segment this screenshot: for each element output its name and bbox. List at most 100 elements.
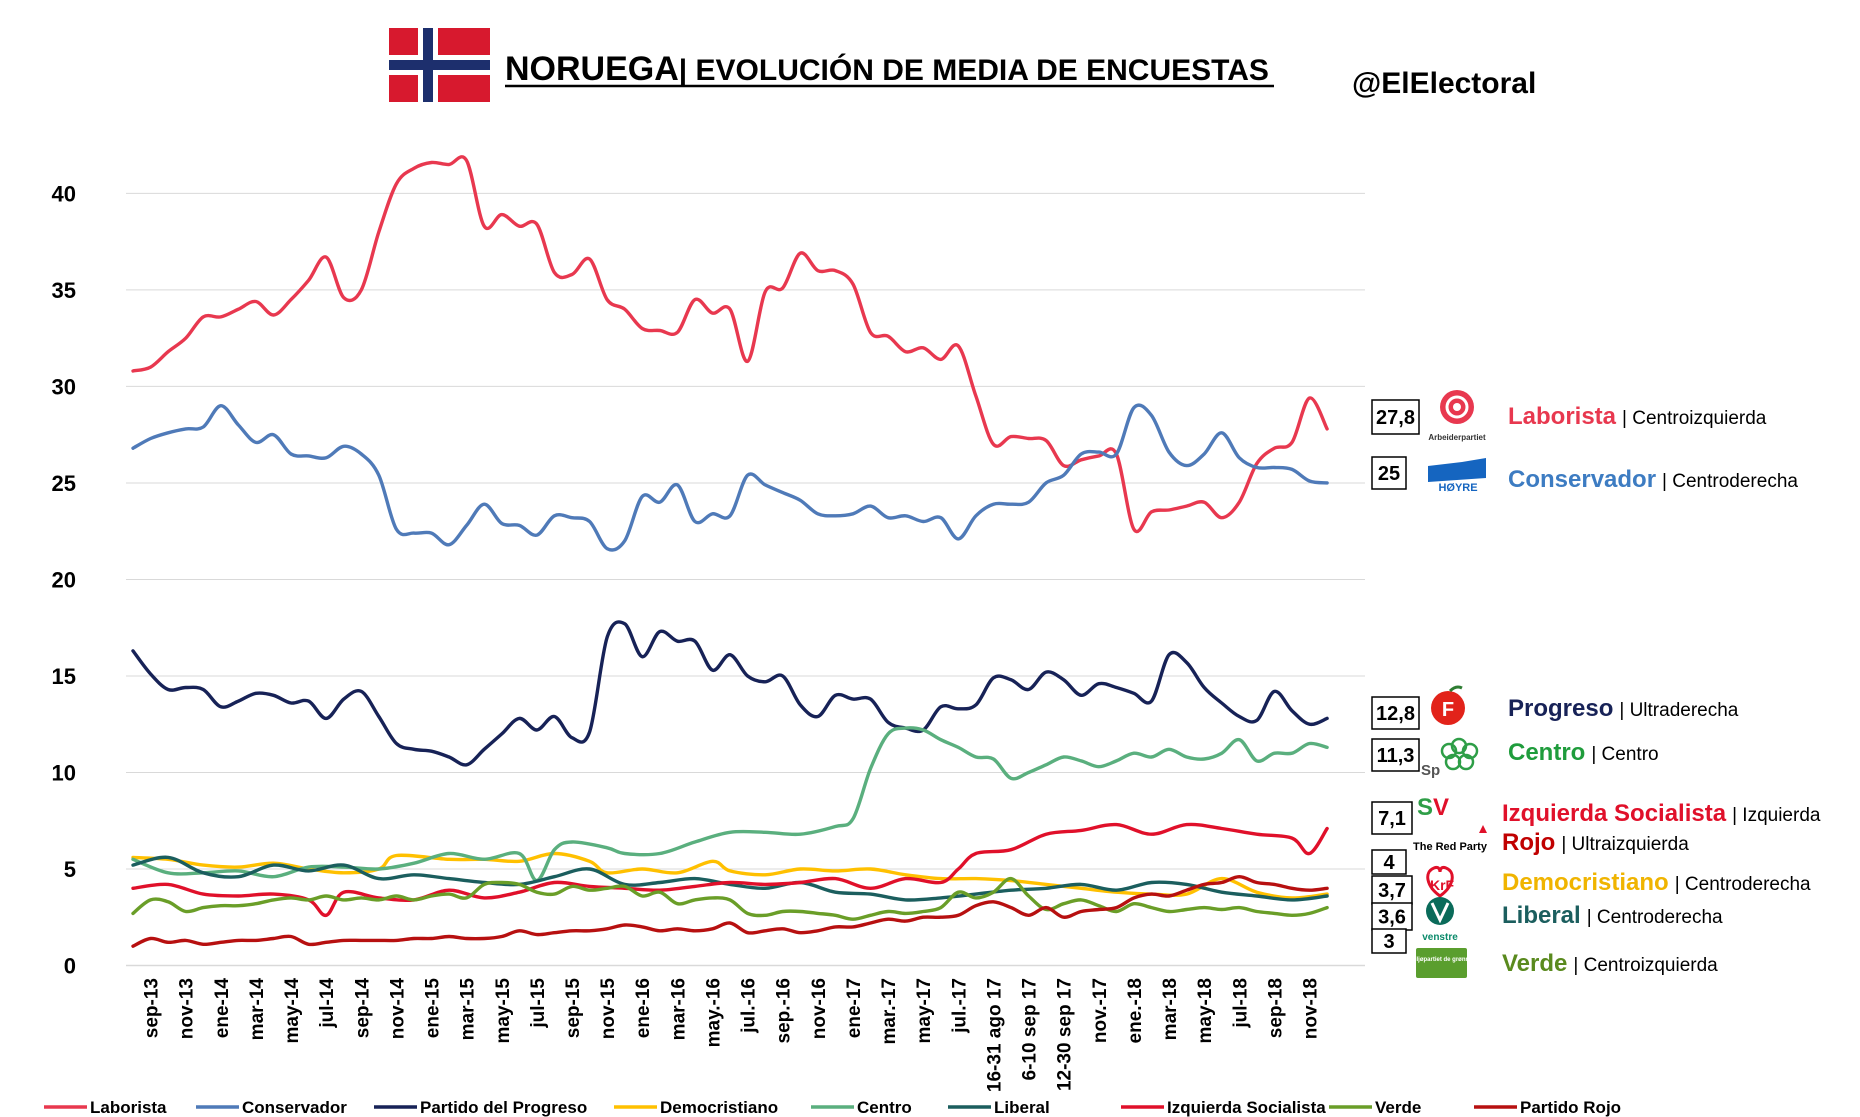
y-tick-label: 35 [52, 278, 76, 303]
x-tick-label: 12-30 sep 17 [1055, 978, 1076, 1091]
x-tick-label: ene-17 [844, 978, 865, 1038]
title-rest: | EVOLUCIÓN DE MEDIA DE ENCUESTAS [679, 53, 1269, 87]
x-tick-label: mar-16 [668, 978, 689, 1040]
end-value-text: 3,6 [1378, 907, 1406, 929]
svg-text:F: F [1442, 699, 1454, 721]
y-tick-label: 0 [64, 954, 76, 979]
end-value-box-izquierda-socialista: 7,1 [1371, 801, 1413, 835]
x-tick-label: nov-14 [387, 978, 408, 1040]
x-tick-label: mar-15 [458, 978, 479, 1041]
series-lines [131, 155, 1329, 948]
svg-text:Democristiano: Democristiano [660, 1098, 778, 1117]
twitter-handle: @ElElectoral [1352, 67, 1536, 100]
end-value-box-democristiano: 3,7 [1371, 875, 1413, 905]
x-tick-label: jul.-17 [949, 978, 970, 1034]
x-tick-label: may-14 [282, 978, 303, 1044]
series-line-liberal [131, 855, 1329, 902]
x-tick-label: nov-15 [598, 978, 619, 1040]
norway-flag-icon [389, 28, 490, 102]
svg-text:The Red Party: The Red Party [1413, 841, 1488, 853]
red-party-logo: The Red Party [1413, 825, 1488, 853]
title-country: NORUEGA [505, 50, 679, 88]
svg-text:KrF: KrF [1430, 877, 1455, 893]
y-axis: 0 5 10 15 20 25 30 35 40 [52, 181, 76, 978]
svg-text:Centro: Centro [857, 1098, 912, 1117]
series-line-democristiano [131, 851, 1329, 900]
frp-apple-logo: F [1431, 685, 1465, 725]
end-value-box-laborista: 27,8 [1371, 399, 1420, 435]
end-value-text: 7,1 [1378, 808, 1406, 830]
series-line-izquierda-socialista [131, 822, 1329, 917]
party-label-liberal: Liberal | Centroderecha [1502, 902, 1723, 929]
end-value-text: 12,8 [1376, 703, 1415, 725]
end-value-labels: 27,8 25 12,8 11,3 7,1 4 3,7 3,63 [1371, 399, 1420, 954]
end-value-box-centro: 11,3 [1371, 738, 1420, 772]
svg-text:Verde: Verde [1375, 1098, 1421, 1117]
gridlines [126, 192, 1365, 967]
legend-item-partido-del-progreso: Partido del Progreso [374, 1098, 587, 1117]
x-tick-label: may-15 [493, 978, 514, 1044]
legend-item-izquierda-socialista: Izquierda Socialista [1121, 1098, 1326, 1117]
party-label-rojo: Rojo | Ultraizquierda [1502, 829, 1689, 856]
end-value-box-partido-rojo: 4 [1371, 849, 1407, 875]
y-tick-label: 40 [52, 181, 76, 206]
legend-item-partido-rojo: Partido Rojo [1474, 1098, 1621, 1117]
end-value-text: 3,7 [1378, 880, 1406, 902]
x-tick-label: may-17 [914, 978, 935, 1044]
x-tick-label: jul.-16 [739, 978, 760, 1034]
legend-item-laborista: Laborista [44, 1098, 167, 1117]
x-tick-label: jul-15 [528, 978, 549, 1029]
y-tick-label: 30 [52, 374, 76, 399]
krf-logo: KrF [1426, 866, 1455, 898]
party-label-progreso: Progreso | Ultraderecha [1508, 695, 1739, 722]
hoyre-logo: HØYRE [1428, 458, 1486, 494]
end-value-text: 4 [1383, 852, 1395, 874]
party-label-conservador: Conservador | Centroderecha [1508, 466, 1798, 493]
x-tick-label: ene-14 [212, 978, 233, 1039]
party-label-laborista: Laborista | Centroizquierda [1508, 403, 1767, 430]
svg-text:Arbeiderpartiet: Arbeiderpartiet [1428, 433, 1486, 442]
series-line-conservador [131, 403, 1329, 552]
svg-text:Partido del Progreso: Partido del Progreso [420, 1098, 587, 1117]
rose-logo: Arbeiderpartiet [1428, 390, 1486, 442]
x-tick-label: mar.-17 [879, 978, 900, 1045]
x-tick-label: ene-16 [633, 978, 654, 1038]
x-tick-label: 16-31 ago 17 [984, 978, 1005, 1092]
x-tick-label: ene-15 [423, 978, 444, 1039]
end-value-text: 25 [1378, 463, 1400, 485]
mdg-logo: miljøpartiet de grønne [1409, 948, 1473, 978]
legend: Laborista Conservador Partido del Progreso… [44, 1098, 1621, 1117]
end-value-box-partido-del-progreso: 12,8 [1371, 696, 1420, 730]
series-line-partido-rojo [131, 875, 1329, 948]
svg-text:HØYRE: HØYRE [1438, 482, 1477, 494]
x-tick-label: sep-13 [142, 978, 163, 1038]
party-label-centro: Centro | Centro [1508, 739, 1659, 766]
clover-logo: Sp [1421, 737, 1479, 779]
x-tick-label: jul-18 [1230, 978, 1251, 1029]
y-tick-label: 15 [52, 664, 76, 689]
svg-text:Conservador: Conservador [242, 1098, 347, 1117]
x-tick-label: nov.-17 [1090, 978, 1111, 1043]
series-line-centro [131, 726, 1329, 883]
legend-item-verde: Verde [1329, 1098, 1421, 1117]
svg-text:Laborista: Laborista [90, 1098, 167, 1117]
x-tick-label: sep-15 [563, 978, 584, 1039]
x-tick-label: mar-18 [1160, 978, 1181, 1040]
party-logos: Arbeiderpartiet HØYRE F Sp S V The Red Party Kr… [1409, 390, 1488, 978]
x-tick-label: sep.-16 [774, 978, 795, 1043]
party-label-verde: Verde | Centroizquierda [1502, 950, 1718, 977]
end-value-text: 11,3 [1377, 745, 1415, 767]
x-tick-label: sep-18 [1265, 978, 1286, 1038]
x-tick-label: nov-16 [809, 978, 830, 1039]
svg-text:Izquierda Socialista: Izquierda Socialista [1167, 1098, 1326, 1117]
x-tick-label: nov-13 [177, 978, 198, 1039]
svg-text:miljøpartiet de grønne: miljøpartiet de grønne [1409, 957, 1473, 963]
svg-text:venstre: venstre [1422, 932, 1458, 943]
x-tick-label: may-18 [1195, 978, 1216, 1044]
svg-text:Liberal: Liberal [994, 1098, 1050, 1117]
party-label-democristiano: Democristiano | Centroderecha [1502, 869, 1811, 896]
y-tick-label: 20 [52, 567, 76, 592]
end-value-box-verde: 3 [1371, 928, 1407, 954]
series-line-verde [131, 876, 1329, 921]
